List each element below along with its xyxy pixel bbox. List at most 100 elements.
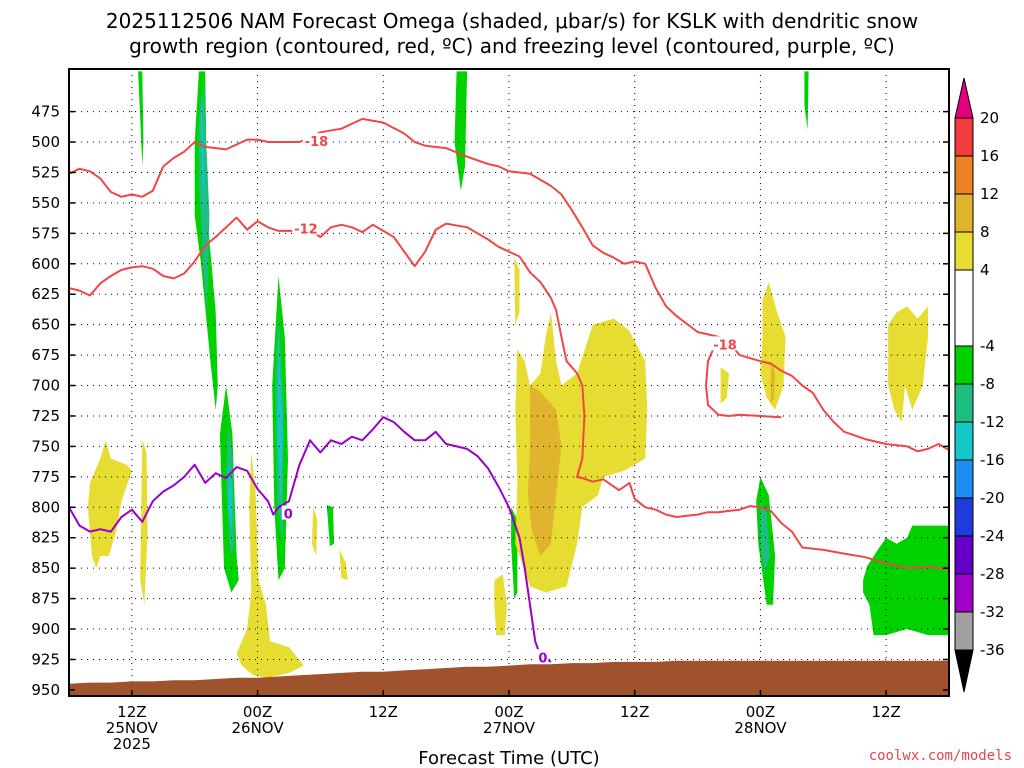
omega-region-18 xyxy=(140,440,148,605)
colorbar-label-8: -16 xyxy=(980,451,1005,469)
colorbar-bin-11 xyxy=(954,573,974,613)
omega-region-29 xyxy=(888,306,928,423)
x-tick-label-42-1: 27NOV xyxy=(483,719,536,737)
y-tick-label-550: 550 xyxy=(31,194,60,212)
colorbar-bin-3 xyxy=(954,231,974,271)
y-tick-label-725: 725 xyxy=(31,407,60,425)
dgz-label-bg-2 xyxy=(711,336,738,351)
omega-region-26 xyxy=(720,367,729,404)
colorbar-label-11: -28 xyxy=(980,565,1005,583)
colorbar-bin-1 xyxy=(954,155,974,195)
chart-title-line-1: 2025112506 NAM Forecast Omega (shaded, μ… xyxy=(106,9,918,33)
omega-region-19 xyxy=(236,452,304,678)
dgz-label-1: -12 xyxy=(294,223,318,238)
x-tick-label-18-1: 26NOV xyxy=(232,719,285,737)
omega-region-9 xyxy=(277,336,283,508)
y-tick-label-475: 475 xyxy=(31,103,60,121)
omega-region-15 xyxy=(804,71,809,130)
dgz-label-bg-0 xyxy=(302,133,329,148)
credit-link[interactable]: coolwx.com/models xyxy=(869,748,1012,764)
colorbar-label-7: -12 xyxy=(980,413,1005,431)
x-tick-label-78-0: 12Z xyxy=(871,703,900,721)
omega-region-3 xyxy=(138,71,144,167)
x-tick-label-66-1: 28NOV xyxy=(734,719,787,737)
dgz-label-0: -18 xyxy=(305,135,329,150)
omega-region-27 xyxy=(760,282,786,410)
colorbar-label-2: 12 xyxy=(980,185,999,203)
colorbar: 20 16 12 8 4 -4 -8 -12 -16 -20 -24 -28 -32 -36 xyxy=(954,77,1005,693)
colorbar-label-10: -24 xyxy=(980,527,1005,545)
colorbar-bin-10 xyxy=(954,535,974,575)
colorbar-label-4: 4 xyxy=(980,261,990,279)
omega-region-21 xyxy=(339,549,348,581)
y-tick-label-600: 600 xyxy=(31,255,60,273)
y-tick-label-750: 750 xyxy=(31,437,60,455)
colorbar-bin-0 xyxy=(954,117,974,157)
omega-region-28 xyxy=(770,361,776,404)
colorbar-bin-5 xyxy=(954,345,974,385)
x-tick-label-6-0: 12Z xyxy=(117,703,146,721)
omega-shading xyxy=(87,71,949,678)
dgz-label-bg-1 xyxy=(292,220,319,235)
dgz-label-2: -18 xyxy=(713,338,737,353)
x-tick-label-42-0: 00Z xyxy=(494,703,523,721)
omega-region-11 xyxy=(454,71,468,191)
x-axis-label: Forecast Time (UTC) xyxy=(418,748,599,768)
dgz-contour-1 xyxy=(69,216,949,571)
grid-lines xyxy=(69,69,949,696)
y-tick-label-700: 700 xyxy=(31,377,60,395)
omega-region-16 xyxy=(863,525,949,636)
colorbar-label-3: 8 xyxy=(980,223,990,241)
x-tick-label-6-2: 2025 xyxy=(113,735,151,753)
y-tick-label-575: 575 xyxy=(31,224,60,242)
y-tick-label-875: 875 xyxy=(31,590,60,608)
omega-region-2 xyxy=(201,93,205,216)
omega-region-23 xyxy=(514,257,520,325)
y-axis: 475 500 525 550 575 600 625 650 675 700 725 750 775 8… xyxy=(31,103,949,699)
colorbar-under-arrow xyxy=(954,649,974,693)
y-tick-label-775: 775 xyxy=(31,468,60,486)
y-tick-label-650: 650 xyxy=(31,316,60,334)
freezing-label-bg-0 xyxy=(281,505,294,520)
y-tick-label-625: 625 xyxy=(31,285,60,303)
y-tick-label-525: 525 xyxy=(31,163,60,181)
colorbar-over-arrow xyxy=(954,77,974,119)
omega-region-25 xyxy=(527,385,562,556)
y-tick-label-500: 500 xyxy=(31,133,60,151)
y-tick-label-925: 925 xyxy=(31,650,60,668)
omega-region-6 xyxy=(228,458,233,532)
dgz-contour-0 xyxy=(69,117,949,453)
omega-region-22 xyxy=(494,574,507,636)
y-tick-label-900: 900 xyxy=(31,620,60,638)
x-tick-label-30-0: 12Z xyxy=(369,703,398,721)
freezing-label-1: 0 xyxy=(538,651,547,666)
x-tick-label-18-0: 00Z xyxy=(243,703,272,721)
omega-region-10 xyxy=(326,504,334,547)
y-tick-label-675: 675 xyxy=(31,346,60,364)
omega-region-20 xyxy=(312,507,318,556)
colorbar-bin-8 xyxy=(954,459,974,499)
chart-title-line-2: growth region (contoured, red, ºC) and f… xyxy=(129,34,895,58)
x-tick-label-6-1: 25NOV xyxy=(106,719,159,737)
colorbar-label-12: -32 xyxy=(980,603,1005,621)
colorbar-bin-2 xyxy=(954,193,974,233)
colorbar-bin-6 xyxy=(954,383,974,423)
colorbar-label-6: -8 xyxy=(980,375,995,393)
contour-labels: -18 -12 -18 0 0 xyxy=(281,133,738,666)
freezing-level-contour xyxy=(69,416,552,663)
y-tick-label-950: 950 xyxy=(31,681,60,699)
colorbar-label-0: 20 xyxy=(980,109,999,127)
colorbar-label-13: -36 xyxy=(980,641,1005,659)
colorbar-bin-12 xyxy=(954,611,974,651)
x-tick-label-66-0: 00Z xyxy=(746,703,775,721)
colorbar-bin-7 xyxy=(954,421,974,461)
dgz-contour-2 xyxy=(705,348,782,419)
colorbar-label-5: -4 xyxy=(980,337,995,355)
contours xyxy=(69,117,949,663)
terrain-fill xyxy=(69,660,949,696)
terrain xyxy=(69,660,949,696)
y-tick-label-850: 850 xyxy=(31,559,60,577)
colorbar-label-1: 16 xyxy=(980,147,999,165)
